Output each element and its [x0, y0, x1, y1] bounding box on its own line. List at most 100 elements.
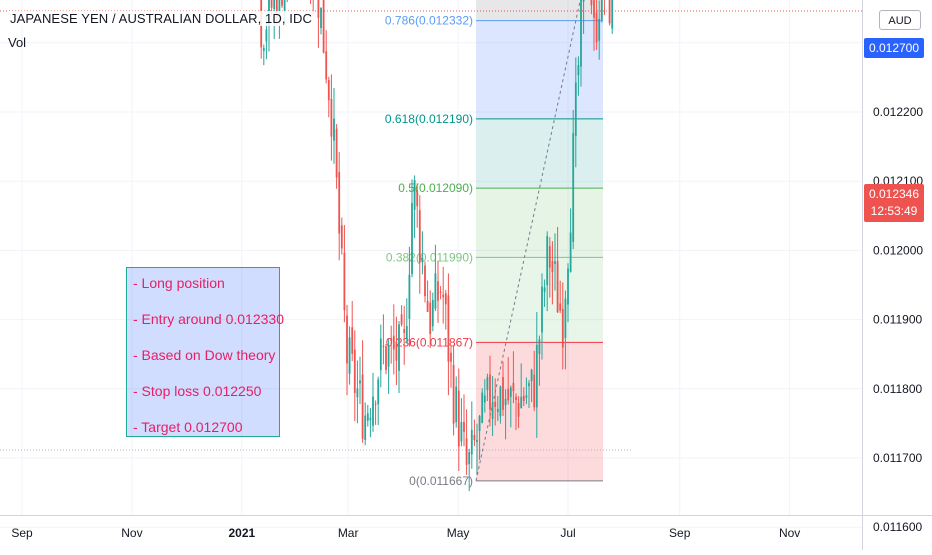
candle-body	[421, 257, 424, 263]
candle	[260, 0, 263, 59]
candle	[262, 44, 265, 66]
price-tick-label: 0.011900	[873, 313, 922, 327]
candle	[372, 372, 374, 432]
candle	[361, 340, 364, 443]
candle	[286, 0, 288, 3]
price-tick-label: 0.012200	[873, 105, 923, 119]
candle	[528, 380, 530, 409]
candle-body	[374, 403, 377, 405]
candle-body	[460, 422, 463, 442]
fib-zone	[476, 118, 603, 189]
candle	[382, 314, 385, 365]
candle	[496, 395, 499, 421]
candle-body	[395, 341, 398, 361]
candle-body	[390, 337, 393, 341]
fib-level-label: 0.786(0.012332)	[385, 14, 473, 28]
candle	[590, 0, 593, 15]
candle	[470, 401, 473, 469]
candle-body	[398, 324, 400, 371]
volume-indicator-label[interactable]: Vol	[8, 35, 27, 50]
candle	[564, 290, 567, 370]
candle-body	[496, 408, 499, 413]
current-price-value: 0.012346	[868, 187, 920, 201]
candle	[439, 286, 442, 300]
candle-body	[431, 300, 434, 327]
candle	[330, 74, 333, 161]
note-line-stop-loss: - Stop loss 0.012250	[133, 383, 262, 399]
candle	[593, 0, 595, 51]
candle	[322, 0, 325, 54]
symbol-title[interactable]: JAPANESE YEN / AUSTRALIAN DOLLAR, 1D, ID…	[8, 11, 314, 26]
candle	[434, 244, 437, 312]
candle	[426, 280, 429, 312]
candle	[333, 88, 335, 164]
candle-body	[353, 349, 356, 394]
candle	[411, 179, 413, 278]
candle-body	[437, 281, 439, 301]
candle-body	[452, 364, 455, 424]
candle-body	[517, 402, 520, 417]
candle	[351, 301, 354, 362]
candle-body	[450, 352, 452, 362]
candle	[379, 324, 382, 388]
candle-body	[320, 7, 322, 29]
candle	[392, 304, 395, 375]
candle-body	[385, 346, 387, 370]
candle	[499, 385, 502, 424]
candle-body	[424, 265, 426, 297]
candle	[340, 217, 343, 255]
candle	[327, 76, 330, 118]
candle-body	[491, 402, 494, 419]
candle	[598, 0, 601, 60]
candle-body	[561, 308, 564, 348]
candle	[416, 183, 419, 228]
candle	[574, 57, 577, 168]
fib-level-label: 0.382(0.011990)	[386, 250, 473, 264]
candle	[270, 0, 273, 17]
candle	[312, 0, 314, 15]
candle-body	[405, 326, 408, 339]
candle-body	[322, 0, 325, 53]
candle	[387, 338, 390, 394]
candle	[463, 394, 465, 447]
currency-badge[interactable]: AUD	[879, 10, 921, 30]
candle	[543, 279, 546, 307]
candle-body	[520, 396, 523, 409]
candle	[507, 357, 510, 405]
candle-body	[411, 202, 413, 274]
trade-note-box[interactable]: - Long position - Entry around 0.012330 …	[126, 267, 284, 437]
candle	[520, 363, 523, 409]
candle-body	[590, 0, 593, 6]
candle	[481, 388, 484, 424]
candle-body	[535, 344, 538, 408]
candle-body	[489, 374, 491, 410]
candle-body	[382, 345, 385, 347]
candle-body	[333, 118, 335, 141]
candle	[535, 311, 538, 438]
candle-body	[507, 388, 510, 401]
candle-body	[463, 421, 465, 432]
candle	[460, 398, 463, 447]
candle-body	[486, 376, 489, 391]
candle-body	[476, 439, 478, 443]
candle-body	[504, 398, 507, 406]
candle-body	[392, 335, 395, 350]
time-tick-label: Nov	[779, 526, 800, 540]
candle	[569, 208, 572, 273]
candle-body	[403, 329, 406, 334]
current-price-tag: 0.012346 12:53:49	[864, 184, 924, 222]
candle-body	[265, 29, 268, 42]
candle	[551, 241, 554, 305]
candle	[366, 404, 369, 427]
candle-body	[330, 98, 333, 137]
candle-body	[564, 298, 567, 338]
candle	[494, 378, 497, 426]
candle-body	[364, 415, 367, 441]
candle	[444, 289, 447, 330]
fib-zone	[476, 20, 603, 119]
target-price-tag: 0.012700	[864, 38, 924, 58]
candle-body	[408, 274, 411, 319]
candle	[504, 389, 507, 440]
